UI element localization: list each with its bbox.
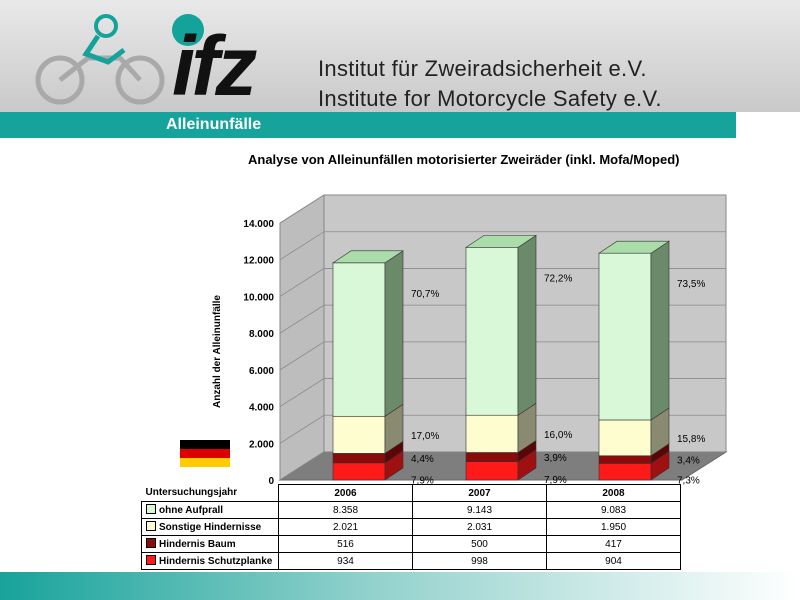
bar-top — [598, 240, 670, 254]
ifz-logo: ifz — [172, 19, 257, 113]
institute-name-en: Institute for Motorcycle Safety e.V. — [318, 86, 662, 111]
bar-side — [517, 234, 537, 416]
data-label: 15,8% — [677, 434, 705, 445]
bar-side — [384, 250, 404, 417]
year-header: 2008 — [546, 484, 681, 502]
flag-stripe-red — [180, 449, 230, 458]
flag-stripe-black — [180, 440, 230, 449]
topic-bar: Alleinunfälle — [0, 112, 736, 138]
bar-segment — [332, 462, 386, 481]
row-label: Sonstige Hindernisse — [141, 518, 279, 536]
data-label: 3,4% — [677, 456, 700, 467]
table-row: Sonstige Hindernisse 2.021 2.031 1.950 — [141, 518, 681, 536]
flag-stripe-gold — [180, 458, 230, 467]
bar-segment — [465, 461, 519, 481]
data-label: 17,0% — [411, 431, 439, 442]
y-tick-label: 4.000 — [249, 403, 274, 414]
bar-top — [332, 250, 404, 264]
year-header: 2006 — [278, 484, 413, 502]
gridline — [279, 304, 726, 334]
table-cell: 9.083 — [546, 501, 681, 519]
table-cell: 2.021 — [278, 518, 413, 536]
legend-label: ohne Aufprall — [159, 505, 224, 516]
legend-swatch — [146, 538, 156, 548]
bar-segment — [332, 262, 386, 417]
gridline — [279, 378, 726, 407]
table-cell: 934 — [278, 552, 413, 570]
german-flag-icon — [180, 440, 230, 467]
row-label: Hindernis Baum — [141, 535, 279, 553]
table-row: Hindernis Schutzplanke 934 998 904 — [141, 552, 681, 570]
y-tick-label: 8.000 — [249, 329, 274, 340]
table-row: ohne Aufprall 8.358 9.143 9.083 — [141, 501, 681, 519]
data-label: 7,9% — [544, 475, 567, 486]
table-cell: 904 — [546, 552, 681, 570]
gridline — [279, 414, 726, 444]
data-label: 7,9% — [411, 475, 434, 486]
legend-swatch — [146, 555, 156, 565]
data-label: 73,5% — [677, 279, 705, 290]
bar-segment — [332, 415, 386, 454]
legend-label: Hindernis Baum — [159, 539, 236, 550]
bar-side — [650, 240, 670, 421]
bar-segment — [598, 419, 652, 457]
table-cell: 998 — [412, 552, 547, 570]
institute-name-de: Institut für Zweiradsicherheit e.V. — [318, 56, 647, 81]
logo-dot — [172, 14, 204, 46]
data-label: 4,4% — [411, 454, 434, 465]
y-tick-label: 10.000 — [243, 292, 274, 303]
bar-segment — [465, 247, 519, 416]
bar-top — [465, 235, 537, 248]
gridline — [279, 194, 726, 224]
bar-segment — [598, 455, 652, 464]
table-cell: 516 — [278, 535, 413, 553]
gridline — [279, 451, 726, 481]
data-table: Untersuchungsjahr 2006 2007 2008 ohne Au… — [141, 484, 681, 570]
table-cell: 2.031 — [412, 518, 547, 536]
gridline — [279, 231, 726, 261]
table-cell: 500 — [412, 535, 547, 553]
legend-label: Sonstige Hindernisse — [159, 522, 262, 533]
y-axis-label: Anzahl der Alleinunfälle — [212, 295, 223, 408]
table-header-row: Untersuchungsjahr 2006 2007 2008 — [142, 484, 681, 502]
header-banner — [0, 0, 800, 112]
data-label: 72,2% — [544, 273, 572, 284]
data-label: 3,9% — [544, 453, 567, 464]
chart-title: Analyse von Alleinunfällen motorisierter… — [248, 152, 680, 167]
year-header: 2007 — [412, 484, 547, 502]
gridline — [279, 341, 726, 371]
table-header-label: Untersuchungsjahr — [145, 487, 238, 499]
legend-swatch — [146, 521, 156, 531]
legend-swatch — [146, 504, 156, 514]
motorcycle-rider-icon — [35, 14, 165, 105]
row-label: Hindernis Schutzplanke — [141, 552, 279, 570]
data-label: 7,3% — [677, 476, 700, 487]
y-tick-label: 12.000 — [243, 256, 274, 267]
bar-segment — [465, 414, 519, 453]
row-label: ohne Aufprall — [141, 501, 279, 519]
bar-segment — [465, 452, 519, 462]
legend-label: Hindernis Schutzplanke — [159, 556, 273, 567]
y-tick-label: 6.000 — [249, 366, 274, 377]
gridline — [279, 268, 726, 297]
bar-segment — [598, 463, 652, 481]
bar-segment — [332, 453, 386, 464]
table-cell: 1.950 — [546, 518, 681, 536]
data-label: 16,0% — [544, 430, 572, 441]
data-label: 70,7% — [411, 289, 439, 300]
chart-side-wall — [279, 194, 325, 481]
footer-gradient-bar — [0, 572, 800, 600]
table-cell: 8.358 — [278, 501, 413, 519]
table-row: Hindernis Baum 516 500 417 — [141, 535, 681, 553]
y-tick-label: 14.000 — [243, 219, 274, 230]
topic-label: Alleinunfälle — [166, 116, 262, 133]
y-tick-label: 0 — [268, 476, 274, 487]
y-tick-label: 2.000 — [249, 439, 274, 450]
table-cell: 9.143 — [412, 501, 547, 519]
bar-segment — [598, 252, 652, 421]
table-cell: 417 — [546, 535, 681, 553]
